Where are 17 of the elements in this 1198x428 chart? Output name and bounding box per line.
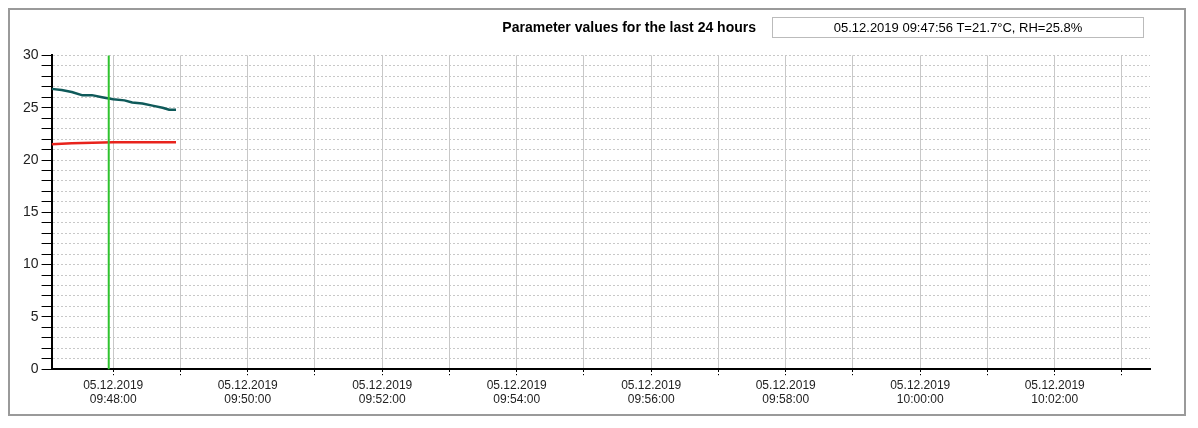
- y-tick-label: 15: [22, 203, 39, 220]
- y-tick-label: 0: [30, 360, 39, 377]
- x-tick-label: 05.12.2019 10:02:00: [1024, 377, 1086, 407]
- x-tick-label: 05.12.2019 09:50:00: [217, 377, 279, 407]
- x-tick-label: 05.12.2019 09:54:00: [486, 377, 548, 407]
- x-tick-label: 05.12.2019 09:52:00: [352, 377, 413, 407]
- y-tick-label: 25: [22, 98, 39, 115]
- x-tick-label: 05.12.2019 09:48:00: [83, 377, 144, 407]
- x-tick-label: 05.12.2019 10:00:00: [890, 377, 951, 407]
- x-tick-label: 05.12.2019 09:56:00: [621, 377, 682, 407]
- y-tick-label: 30: [22, 46, 39, 63]
- y-tick-label: 10: [22, 255, 39, 272]
- x-tick-label: 05.12.2019 09:58:00: [755, 377, 817, 407]
- chart-title: Parameter values for the last 24 hours: [502, 19, 756, 35]
- text: 05.12.2019 09:47:56 T=21.7°C, RH=25.8%: [772, 16, 1144, 38]
- y-tick-label: 5: [30, 307, 39, 324]
- y-tick-label: 20: [22, 150, 39, 167]
